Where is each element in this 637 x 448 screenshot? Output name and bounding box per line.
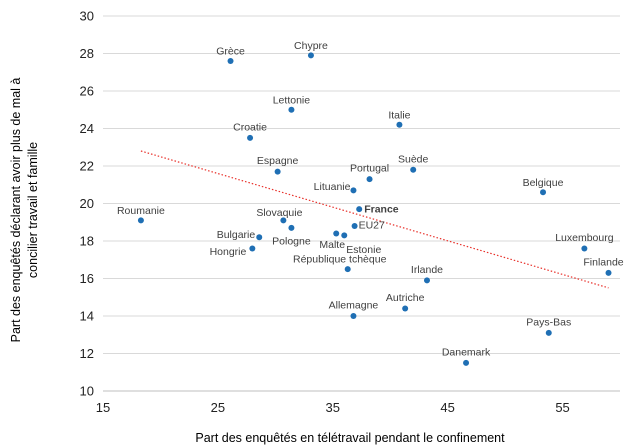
data-point (605, 269, 612, 276)
data-point (137, 217, 144, 224)
data-point (350, 313, 357, 319)
point-label: Bulgarie (217, 229, 256, 241)
data-point (341, 232, 348, 239)
data-point (463, 359, 470, 366)
point-label: Grèce (216, 46, 245, 58)
data-point (402, 305, 409, 312)
data-point (540, 189, 547, 196)
y-tick-label: 28 (80, 46, 94, 61)
data-point (227, 58, 234, 64)
data-point (410, 166, 417, 173)
point-label: Portugal (350, 163, 389, 175)
point-label: Pologne (272, 235, 311, 247)
data-point (249, 245, 256, 252)
x-tick-label: 25 (211, 400, 225, 415)
y-tick-label: 30 (80, 9, 94, 24)
trendline-line (140, 150, 609, 289)
data-point (307, 52, 314, 59)
data-point (333, 230, 340, 237)
y-tick-label: 10 (80, 384, 94, 399)
point-label: Pays-Bas (526, 316, 571, 328)
x-tick-labels: 15 25 35 45 55 (96, 400, 570, 415)
data-point (351, 223, 358, 229)
y-axis-label-line-1: Part des enquêtés déclarant avoir plus d… (9, 78, 23, 343)
point-label: Suède (398, 153, 429, 165)
data-point (288, 224, 295, 231)
data-point (274, 168, 281, 175)
y-tick-label: 14 (80, 309, 94, 324)
data-point (423, 277, 430, 284)
x-tick-label: 15 (96, 400, 110, 415)
trendline (140, 150, 609, 289)
grid-lines (103, 15, 620, 392)
data-point (256, 234, 263, 241)
point-label: Roumanie (117, 205, 165, 217)
point-label: Estonie (346, 244, 381, 256)
point-label: EU27 (359, 220, 385, 232)
y-axis-label-line-2: concilier travail et famille (26, 142, 40, 278)
y-tick-label: 24 (80, 121, 94, 136)
point-label: Lituanie (314, 181, 351, 193)
data-point (366, 176, 373, 183)
x-tick-label: 35 (326, 400, 340, 415)
point-label: République tchèque (293, 254, 387, 266)
point-label: Hongrie (210, 246, 247, 258)
point-label: Allemagne (329, 300, 379, 312)
y-tick-label: 26 (80, 84, 94, 99)
point-label: France (364, 204, 399, 216)
y-tick-label: 12 (80, 346, 94, 361)
point-label: Lettonie (273, 94, 311, 106)
x-axis-label: Part des enquêtés en télétravail pendant… (195, 431, 505, 445)
point-label: Croatie (233, 121, 267, 133)
point-label: Malte (319, 239, 345, 251)
data-point (288, 106, 295, 113)
data-point (356, 206, 363, 213)
x-tick-label: 45 (440, 400, 454, 415)
y-tick-label: 16 (80, 271, 94, 286)
data-point (280, 217, 287, 224)
data-point (396, 121, 403, 128)
data-point (545, 329, 552, 336)
point-label: Italie (388, 109, 410, 121)
data-point (344, 266, 351, 273)
y-tick-labels: 10 12 14 16 18 20 22 24 26 28 30 (80, 9, 94, 399)
point-labels: Grèce Chypre Lettonie Italie Croatie Espagne P… (117, 40, 624, 359)
data-point (581, 245, 588, 252)
point-label: Slovaquie (256, 207, 302, 219)
x-tick-label: 55 (555, 400, 569, 415)
point-label: Luxembourg (555, 232, 614, 244)
point-label: Danemark (442, 346, 491, 358)
point-label: Irlande (411, 264, 443, 276)
point-label: Finlande (583, 256, 623, 268)
point-label: Chypre (294, 40, 328, 52)
data-point (247, 134, 254, 141)
y-tick-label: 22 (80, 159, 94, 174)
data-point (350, 187, 357, 194)
y-tick-label: 18 (80, 234, 94, 249)
point-label: Belgique (523, 177, 564, 189)
point-label: Espagne (257, 155, 299, 167)
point-label: Autriche (386, 292, 425, 304)
data-points (137, 52, 612, 366)
y-tick-label: 20 (80, 196, 94, 211)
